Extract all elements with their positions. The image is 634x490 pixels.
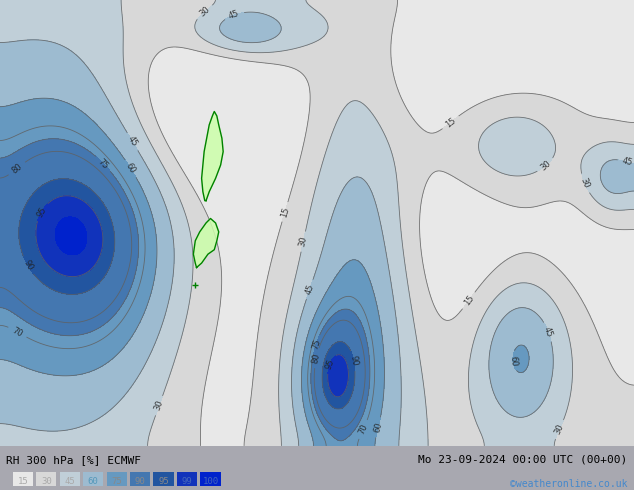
Text: 30: 30 (41, 477, 51, 486)
Text: RH 300 hPa [%] ECMWF: RH 300 hPa [%] ECMWF (6, 455, 141, 465)
Text: 90: 90 (22, 259, 34, 272)
Text: 75: 75 (96, 157, 110, 171)
Text: 60: 60 (508, 355, 518, 367)
Text: 60: 60 (88, 477, 98, 486)
Text: 95: 95 (324, 357, 336, 370)
Text: 30: 30 (553, 423, 566, 436)
Bar (13, 472, 33, 487)
Text: 70: 70 (357, 423, 370, 436)
Text: 30: 30 (298, 236, 309, 248)
Text: 75: 75 (310, 338, 322, 351)
Text: 60: 60 (373, 421, 384, 434)
Text: 30: 30 (579, 177, 591, 190)
Text: 70: 70 (11, 325, 24, 339)
Text: 90: 90 (348, 355, 359, 367)
Text: 90: 90 (135, 477, 145, 486)
Text: 15: 15 (18, 477, 28, 486)
Bar (36, 472, 56, 487)
Text: 30: 30 (539, 159, 553, 172)
Text: 45: 45 (126, 135, 139, 148)
Text: 99: 99 (182, 477, 192, 486)
Text: 100: 100 (202, 477, 219, 486)
Text: 30: 30 (198, 5, 212, 19)
Polygon shape (202, 112, 223, 201)
Text: 45: 45 (228, 9, 241, 21)
Bar (130, 472, 150, 487)
Bar (177, 472, 197, 487)
Polygon shape (193, 219, 219, 268)
Bar (200, 472, 221, 487)
Text: 15: 15 (462, 294, 476, 307)
Text: ©weatheronline.co.uk: ©weatheronline.co.uk (510, 479, 628, 489)
Text: 80: 80 (311, 352, 322, 364)
Bar (83, 472, 103, 487)
Text: 30: 30 (153, 399, 165, 412)
Text: 60: 60 (124, 162, 138, 175)
Bar (107, 472, 127, 487)
Text: 75: 75 (112, 477, 122, 486)
Text: 45: 45 (304, 283, 316, 296)
Text: 45: 45 (542, 325, 554, 339)
Text: 95: 95 (158, 477, 169, 486)
Text: Mo 23-09-2024 00:00 UTC (00+00): Mo 23-09-2024 00:00 UTC (00+00) (418, 455, 628, 465)
Text: 15: 15 (279, 205, 291, 218)
Bar (153, 472, 174, 487)
Text: 45: 45 (621, 157, 634, 168)
Bar (60, 472, 80, 487)
Text: 95: 95 (35, 205, 48, 219)
Text: 15: 15 (444, 116, 458, 129)
Text: 80: 80 (10, 162, 24, 175)
Text: 45: 45 (65, 477, 75, 486)
